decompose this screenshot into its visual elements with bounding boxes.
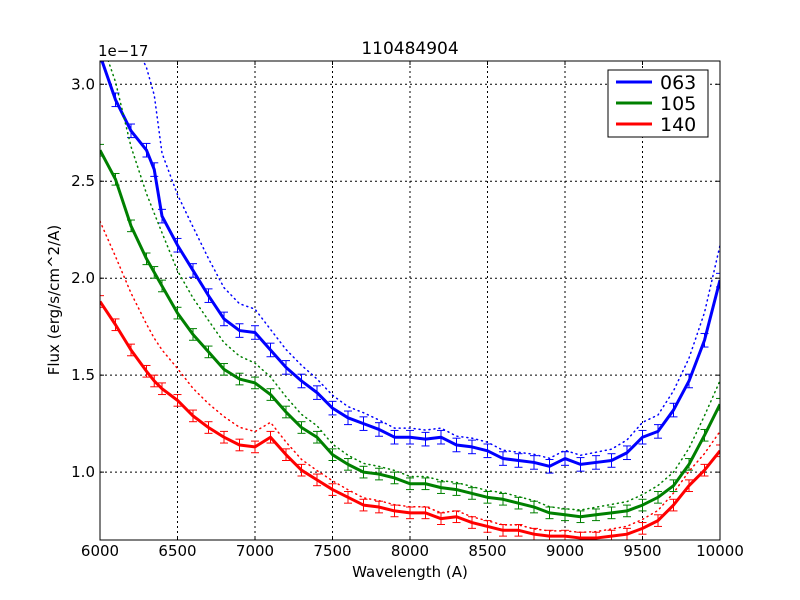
x-axis-label: Wavelength (A) [352, 563, 468, 581]
legend-label-063: 063 [660, 72, 696, 94]
x-tick-label: 6000 [81, 542, 119, 560]
chart-title: 110484904 [361, 39, 458, 59]
series-140-envelope [100, 220, 720, 534]
x-tick-label: 10000 [696, 542, 744, 560]
legend-label-105: 105 [660, 93, 696, 115]
series-140-line [100, 300, 720, 540]
x-tick-label: 8500 [468, 542, 506, 560]
series-063-line [100, 61, 720, 468]
y-tick-label: 2.5 [71, 172, 95, 190]
series-105-envelope [107, 61, 720, 511]
plot-area [100, 61, 720, 540]
y-axis-label: Flux (erg/s/cm^2/A) [45, 225, 63, 376]
series-105-line [100, 149, 720, 519]
x-tick-label: 7000 [236, 542, 274, 560]
x-tick-label: 9500 [623, 542, 661, 560]
plot-frame [99, 60, 721, 541]
y-tick-label: 3.0 [71, 75, 95, 93]
x-tick-label: 7500 [313, 542, 351, 560]
x-tick-label: 9000 [546, 542, 584, 560]
y-tick-label: 1.5 [71, 366, 95, 384]
series-063-envelope [142, 61, 720, 460]
legend-label-140: 140 [660, 114, 696, 136]
x-tick-label: 8000 [391, 542, 429, 560]
x-tick-label: 6500 [158, 542, 196, 560]
ticks: 6000 6500 7000 7500 8000 8500 9000 9500 10000 1.0… [71, 61, 744, 560]
y-tick-label: 2.0 [71, 269, 95, 287]
y-tick-label: 1.0 [71, 463, 95, 481]
series-140-errorbar [716, 444, 720, 458]
y-offset-label: 1e−17 [98, 42, 148, 60]
